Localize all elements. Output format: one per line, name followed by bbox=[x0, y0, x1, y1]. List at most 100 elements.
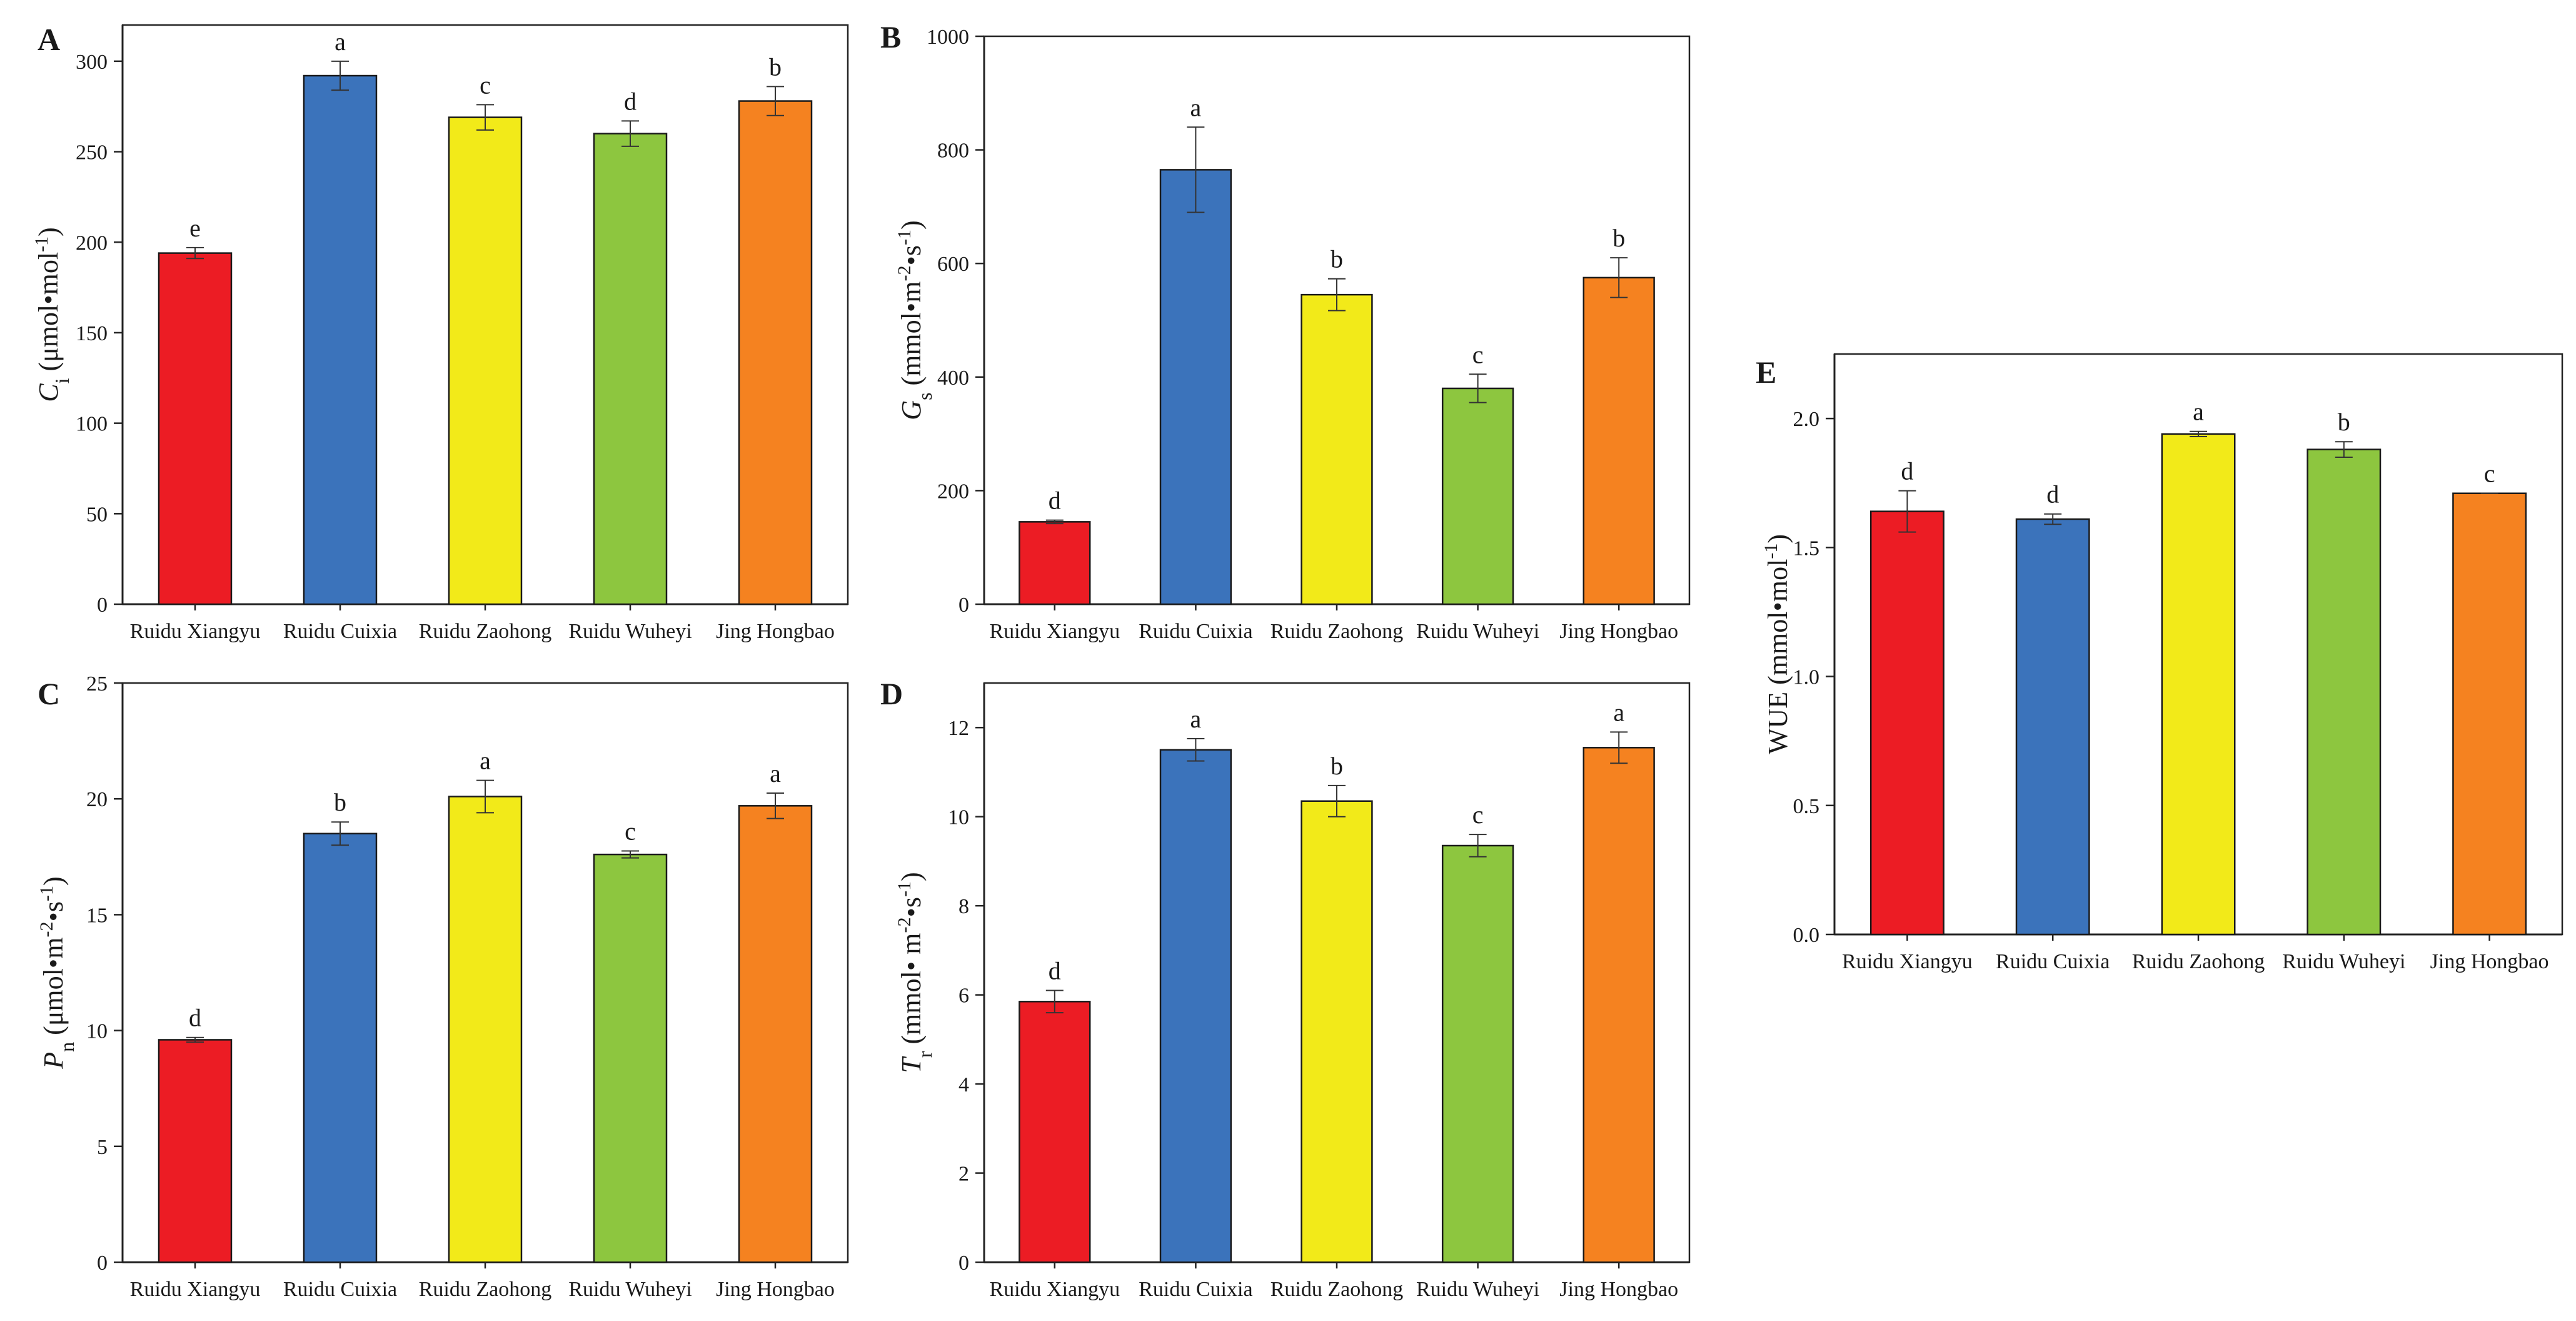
y-tick-label: 0 bbox=[958, 1252, 969, 1275]
x-tick-label: Ruidu Wuheyi bbox=[1416, 620, 1539, 643]
panel-a: A 0 50 100 150 200 250 300 e Ruidu Xiangyu a Ruidu … bbox=[31, 22, 849, 643]
bar-ruidu-wuheyi bbox=[2307, 448, 2382, 936]
bar-ruidu-xiangyu bbox=[158, 252, 233, 605]
y-axis-label: Ci (μmol•mol-1) bbox=[31, 227, 74, 402]
x-tick-label: Ruidu Wuheyi bbox=[568, 1278, 692, 1301]
significance-letter: a bbox=[1613, 698, 1624, 726]
x-tick-label: Ruidu Zaohong bbox=[419, 1278, 551, 1301]
bar-ruidu-xiangyu bbox=[1019, 521, 1091, 605]
y-tick-label: 150 bbox=[76, 322, 108, 345]
bar-ruidu-wuheyi bbox=[593, 853, 668, 1263]
panel-label: A bbox=[38, 22, 60, 57]
y-axis-label: WUE (mmol•mol-1) bbox=[1761, 534, 1794, 754]
significance-letter: c bbox=[1472, 340, 1484, 368]
x-tick-label: Jing Hongbao bbox=[1559, 1278, 1678, 1301]
y-tick-label: 20 bbox=[86, 788, 108, 811]
y-tick-label: 0 bbox=[97, 594, 108, 617]
significance-letter: b bbox=[1331, 752, 1343, 780]
error-bar bbox=[767, 86, 784, 116]
x-tick-label: Ruidu Cuixia bbox=[1139, 620, 1252, 643]
panel-b: B 0 200 400 600 800 1000 d Ruidu Xiangyu a Ruidu C… bbox=[880, 19, 1691, 643]
y-tick-label: 0.5 bbox=[1793, 795, 1820, 818]
y-tick-label: 10 bbox=[948, 806, 969, 829]
x-tick-label: Ruidu Zaohong bbox=[2132, 950, 2265, 973]
y-tick-label: 25 bbox=[86, 672, 108, 696]
error-bar bbox=[621, 120, 639, 147]
panel-label: D bbox=[880, 676, 903, 711]
y-tick-label: 15 bbox=[86, 904, 108, 927]
y-tick-label: 400 bbox=[937, 367, 969, 390]
error-bar bbox=[1898, 490, 1916, 533]
error-bar bbox=[186, 246, 204, 260]
significance-letter: d bbox=[189, 1004, 201, 1032]
significance-letter: a bbox=[2193, 398, 2204, 426]
y-tick-label: 2.0 bbox=[1793, 408, 1820, 431]
y-tick-label: 300 bbox=[76, 51, 108, 74]
bar-ruidu-zaohong bbox=[448, 116, 523, 605]
panel-label: E bbox=[1756, 355, 1776, 390]
error-bar bbox=[2190, 430, 2207, 437]
panel-e: E 0.0 0.5 1.0 1.5 2.0 d Ruidu Xiangyu d Ruidu Cui… bbox=[1756, 353, 2563, 973]
bar-ruidu-zaohong bbox=[448, 796, 523, 1263]
x-tick-label: Jing Hongbao bbox=[716, 1278, 835, 1301]
y-tick-label: 0 bbox=[958, 594, 969, 617]
significance-letter: a bbox=[770, 759, 781, 787]
x-tick-label: Ruidu Xiangyu bbox=[989, 620, 1120, 643]
bar-ruidu-zaohong bbox=[2161, 433, 2236, 936]
bar-ruidu-wuheyi bbox=[1441, 387, 1514, 605]
x-tick-label: Ruidu Wuheyi bbox=[1416, 1278, 1539, 1301]
significance-letter: d bbox=[2046, 480, 2059, 509]
x-tick-label: Ruidu Zaohong bbox=[419, 620, 551, 643]
significance-letter: d bbox=[1049, 487, 1061, 515]
y-tick-label: 800 bbox=[937, 139, 969, 163]
error-bar bbox=[1328, 278, 1346, 311]
significance-letter: c bbox=[1472, 801, 1484, 829]
y-tick-label: 200 bbox=[937, 480, 969, 503]
error-bar bbox=[2044, 513, 2062, 525]
panel-label: B bbox=[880, 19, 901, 54]
y-tick-label: 50 bbox=[86, 503, 108, 526]
significance-letter: c bbox=[2484, 460, 2495, 488]
x-tick-label: Ruidu Cuixia bbox=[1139, 1278, 1252, 1301]
y-tick-label: 6 bbox=[958, 984, 969, 1008]
y-tick-label: 10 bbox=[86, 1020, 108, 1043]
y-tick-label: 0 bbox=[97, 1252, 108, 1275]
significance-letter: b bbox=[1331, 245, 1343, 273]
error-bar bbox=[1610, 731, 1628, 764]
bar-jing-hongbao bbox=[738, 805, 813, 1263]
bar-ruidu-wuheyi bbox=[1441, 844, 1514, 1263]
bar-jing-hongbao bbox=[738, 100, 813, 605]
y-tick-label: 5 bbox=[97, 1136, 108, 1159]
significance-letter: a bbox=[480, 747, 491, 775]
y-tick-label: 1.0 bbox=[1793, 666, 1820, 689]
significance-letter: c bbox=[625, 817, 636, 846]
bar-ruidu-cuixia bbox=[1159, 749, 1232, 1263]
x-tick-label: Ruidu Cuixia bbox=[283, 1278, 397, 1301]
x-tick-label: Ruidu Zaohong bbox=[1270, 620, 1403, 643]
y-tick-label: 12 bbox=[948, 717, 969, 740]
x-tick-label: Ruidu Wuheyi bbox=[568, 620, 692, 643]
panel-d: D 0 2 4 6 8 10 12 d Ruidu Xiangyu a Ruidu Cuixia b Ru… bbox=[880, 676, 1691, 1301]
bar-jing-hongbao bbox=[2452, 492, 2527, 936]
bar-ruidu-cuixia bbox=[303, 833, 378, 1263]
x-tick-label: Ruidu Wuheyi bbox=[2282, 950, 2405, 973]
error-bar bbox=[767, 792, 784, 819]
error-bar bbox=[186, 1036, 204, 1043]
error-bar bbox=[1469, 834, 1487, 858]
significance-letter: d bbox=[1901, 457, 1913, 485]
y-axis-label: Tr (mmol• m-2•s-1) bbox=[894, 872, 937, 1073]
bar-ruidu-wuheyi bbox=[593, 133, 668, 605]
significance-letter: c bbox=[480, 71, 491, 99]
x-tick-label: Ruidu Xiangyu bbox=[130, 1278, 261, 1301]
significance-letter: a bbox=[1190, 93, 1202, 121]
error-bar bbox=[331, 821, 349, 846]
significance-letter: b bbox=[769, 53, 782, 81]
error-bar bbox=[1045, 989, 1064, 1014]
x-tick-label: Ruidu Xiangyu bbox=[989, 1278, 1120, 1301]
y-tick-label: 100 bbox=[76, 413, 108, 436]
x-tick-label: Ruidu Cuixia bbox=[283, 620, 397, 643]
error-bar bbox=[1469, 373, 1487, 403]
error-bar bbox=[621, 850, 639, 859]
error-bar bbox=[1328, 784, 1346, 817]
x-tick-label: Jing Hongbao bbox=[716, 620, 835, 643]
